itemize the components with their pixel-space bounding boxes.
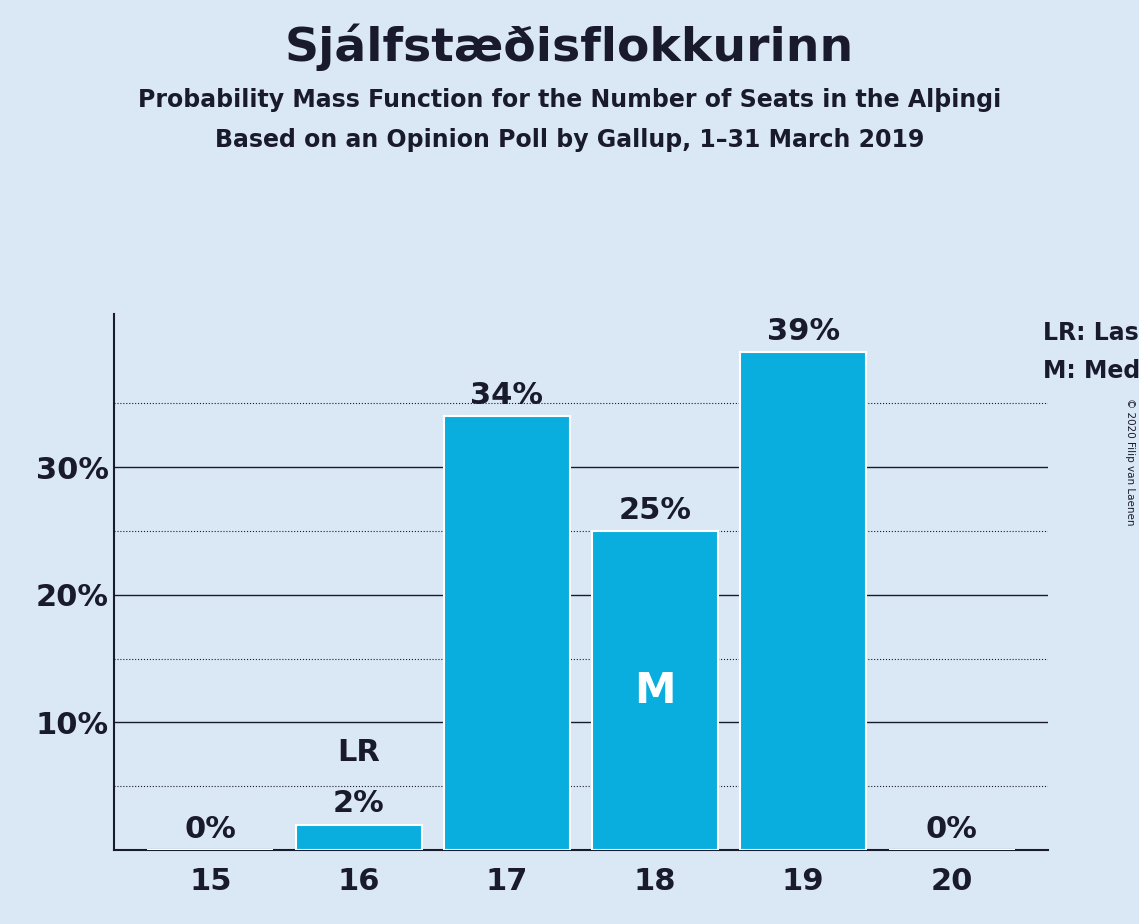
Text: 0%: 0% [926, 815, 977, 844]
Text: Sjálfstæðisflokkurinn: Sjálfstæðisflokkurinn [285, 23, 854, 70]
Text: 0%: 0% [185, 815, 236, 844]
Text: M: M [634, 670, 675, 711]
Text: 39%: 39% [767, 317, 839, 346]
Text: LR: Last Result: LR: Last Result [1043, 321, 1139, 345]
Bar [295, 824, 421, 850]
Bar [740, 352, 867, 850]
Text: Based on an Opinion Poll by Gallup, 1–31 March 2019: Based on an Opinion Poll by Gallup, 1–31… [215, 128, 924, 152]
Bar [592, 531, 718, 850]
Text: Probability Mass Function for the Number of Seats in the Alþingi: Probability Mass Function for the Number… [138, 88, 1001, 112]
Text: 25%: 25% [618, 495, 691, 525]
Bar [444, 416, 570, 850]
Text: 2%: 2% [333, 789, 384, 818]
Text: LR: LR [337, 738, 380, 767]
Text: 34%: 34% [470, 381, 543, 410]
Text: © 2020 Filip van Laenen: © 2020 Filip van Laenen [1125, 398, 1134, 526]
Text: M: Median: M: Median [1043, 359, 1139, 383]
